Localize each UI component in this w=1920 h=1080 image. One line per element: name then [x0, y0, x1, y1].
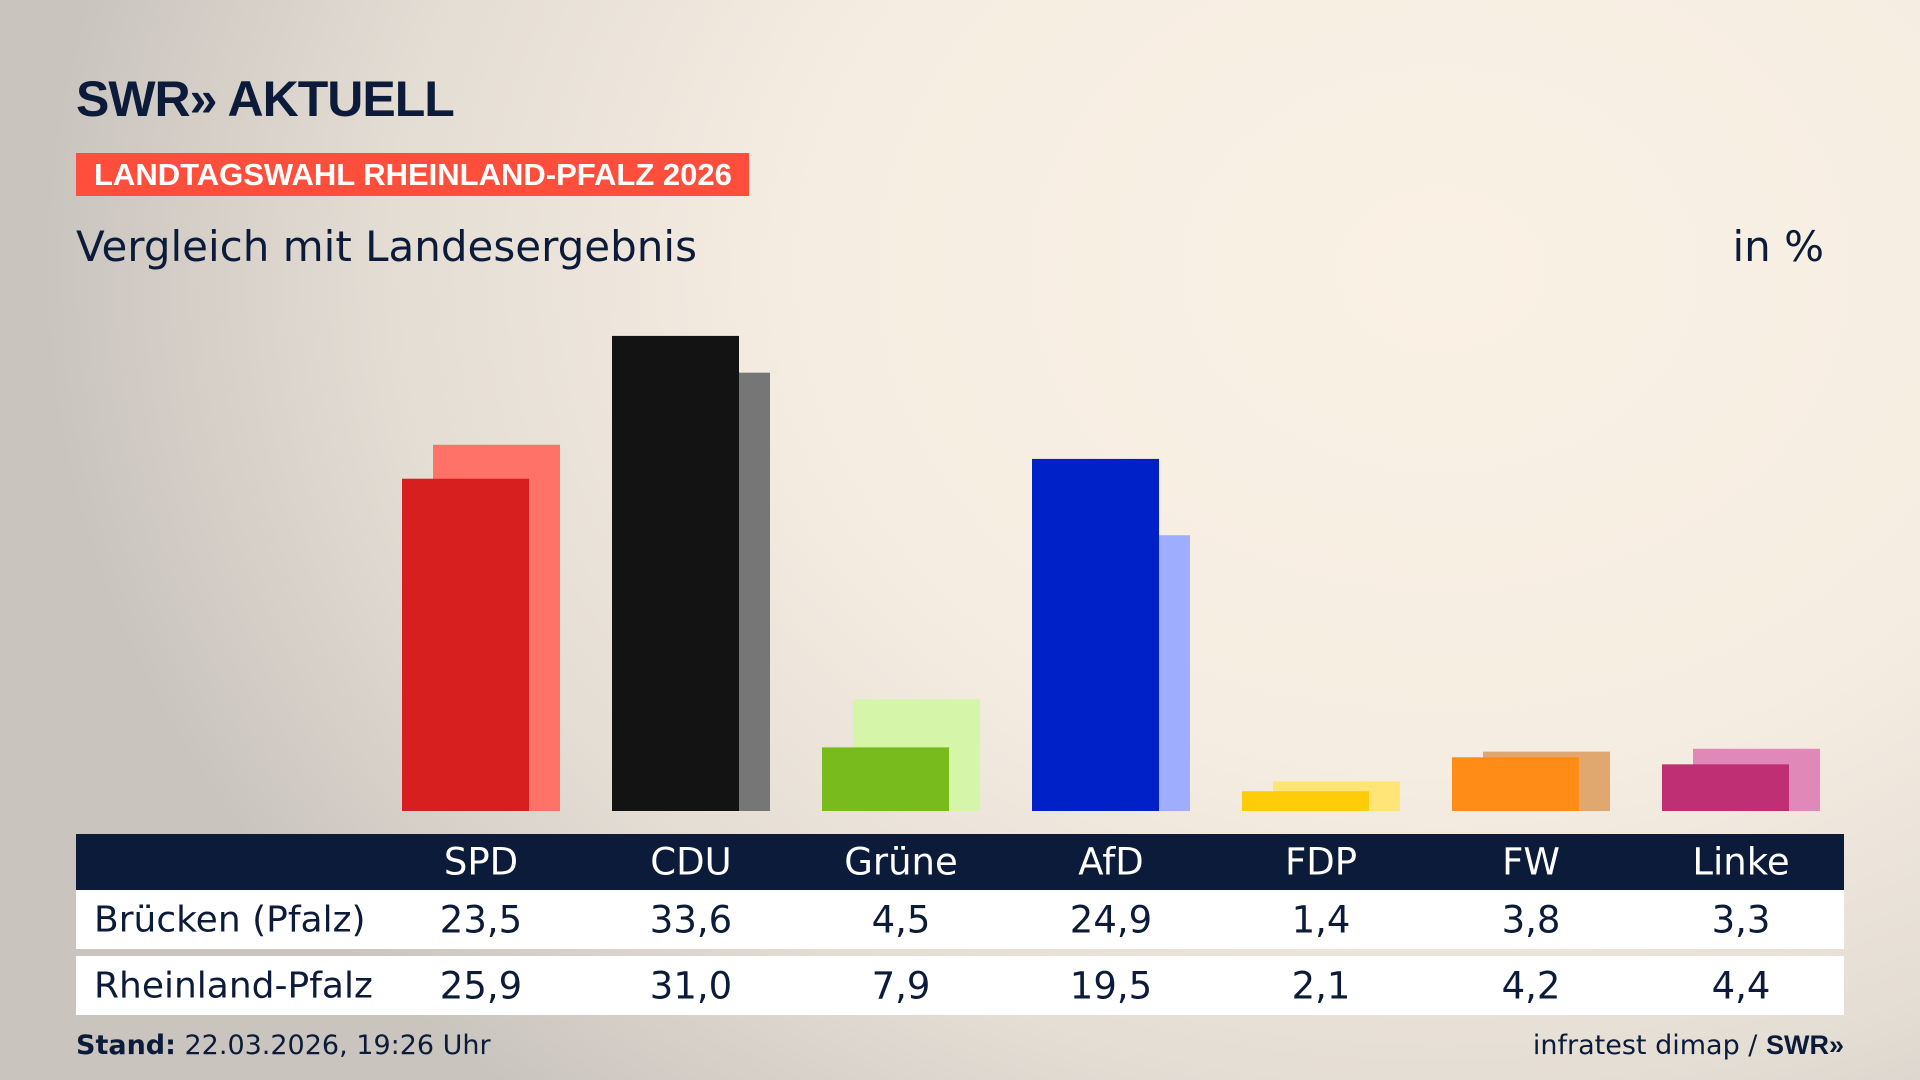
- bar-grüne-local: [822, 747, 949, 811]
- value-cell: 2,1: [1291, 964, 1351, 1007]
- party-label: AfD: [1078, 840, 1144, 884]
- party-label: FDP: [1284, 840, 1358, 884]
- source-text: infratest dimap /: [1532, 1030, 1766, 1061]
- chart-subtitle: Vergleich mit Landesergebnis: [76, 222, 697, 271]
- value-cell: 1,4: [1291, 898, 1351, 941]
- table-row: Brücken (Pfalz) 23,5 33,6 4,5 24,9 1,4 3,8 3,3: [76, 890, 1844, 949]
- party-label: Linke: [1692, 840, 1790, 884]
- bar-afd-local: [1032, 458, 1159, 811]
- stand-label: Stand:: [76, 1030, 176, 1061]
- source: infratest dimap / SWR»: [1533, 1030, 1844, 1061]
- value-cell: 25,9: [439, 964, 523, 1007]
- swr-aktuell-logo: SWR» AKTUELL: [76, 71, 455, 127]
- timestamp: Stand: 22.03.2026, 19:26 Uhr: [76, 1030, 491, 1061]
- election-banner: LANDTAGSWAHL RHEINLAND-PFALZ 2026: [76, 153, 749, 196]
- value-cell: 31,0: [649, 964, 733, 1007]
- bar-cdu-local: [612, 335, 739, 811]
- party-label: Grüne: [844, 840, 958, 884]
- value-cell: 3,8: [1501, 898, 1561, 941]
- table-header: SPD CDU Grüne AfD FDP FW Linke: [76, 834, 1844, 890]
- swr-footer-logo: SWR»: [1765, 1030, 1844, 1060]
- value-cell: 23,5: [439, 898, 523, 941]
- bar-fw-local: [1452, 757, 1579, 811]
- results-table: SPD CDU Grüne AfD FDP FW Linke Brücken (Pfalz)…: [76, 834, 1844, 1015]
- value-cell: 24,9: [1069, 898, 1153, 941]
- row-label: Rheinland-Pfalz: [94, 965, 373, 1006]
- bar-linke-local: [1662, 764, 1789, 811]
- party-label: CDU: [650, 840, 732, 884]
- bar-spd-local: [402, 478, 529, 811]
- value-cell: 19,5: [1069, 964, 1153, 1007]
- unit-label: in %: [1732, 222, 1824, 271]
- value-cell: 4,5: [871, 898, 931, 941]
- value-cell: 3,3: [1711, 898, 1771, 941]
- party-label: SPD: [443, 840, 519, 884]
- table-row: Rheinland-Pfalz 25,9 31,0 7,9 19,5 2,1 4,2 4,4: [76, 956, 1844, 1015]
- value-cell: 4,4: [1711, 964, 1771, 1007]
- value-cell: 4,2: [1501, 964, 1561, 1007]
- bar-fdp-local: [1242, 791, 1369, 811]
- party-label: FW: [1502, 840, 1560, 884]
- bar-chart: [402, 335, 1820, 811]
- value-cell: 7,9: [871, 964, 931, 1007]
- row-label: Brücken (Pfalz): [94, 899, 366, 940]
- value-cell: 33,6: [649, 898, 733, 941]
- stand-value: 22.03.2026, 19:26 Uhr: [175, 1030, 491, 1061]
